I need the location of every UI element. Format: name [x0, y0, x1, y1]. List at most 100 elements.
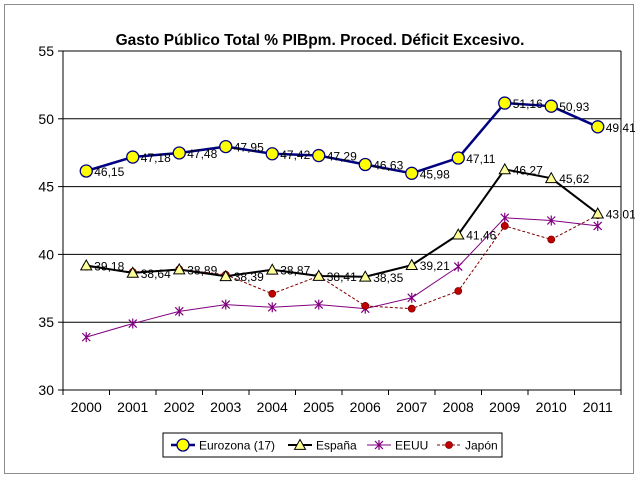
point-eurozona-2001: [126, 150, 140, 164]
x-tick-label-2007: 2007: [396, 399, 427, 415]
point-japon-2004: [268, 289, 277, 298]
x-tick-label-2006: 2006: [350, 399, 381, 415]
series-espana: [79, 162, 605, 282]
point-eurozona-2007: [405, 166, 419, 180]
point-espana-2004: [265, 263, 279, 275]
x-tick-label-2008: 2008: [443, 399, 474, 415]
point-eeuu-2000: [81, 332, 91, 343]
data-label-espana-2002: 38,89: [187, 263, 217, 277]
point-eurozona-2008: [451, 151, 465, 165]
point-espana-2003: [219, 269, 233, 282]
data-label-eurozona-2009: 51,16: [513, 97, 543, 111]
y-tick-label-35: 35: [38, 314, 54, 330]
data-label-eurozona-2003: 47,95: [234, 141, 264, 155]
point-espana-2000: [79, 258, 93, 271]
point-eeuu-2003: [221, 299, 231, 310]
legend-label-eurozona: Eurozona (17): [199, 439, 275, 453]
data-label-eurozona-2001: 47,18: [141, 151, 171, 165]
point-eeuu-2008: [453, 261, 463, 272]
data-label-eurozona-2002: 47,48: [187, 147, 217, 161]
point-eeuu-2001: [128, 318, 138, 329]
axes: 30 35 40 45 50 55 2000 2001 2002 2003 2004 2005 2006…: [38, 43, 622, 415]
point-eeuu-2005: [314, 299, 324, 310]
chart-title: Gasto Público Total % PIBpm. Proced. Déf…: [116, 32, 525, 49]
point-eeuu-2002: [174, 306, 184, 317]
data-label-espana-2001: 38,64: [141, 267, 171, 281]
point-espana-2005: [312, 269, 326, 281]
data-label-espana-2000: 39,18: [94, 260, 124, 274]
data-label-eurozona-2010: 50,93: [559, 100, 589, 114]
data-label-eurozona-2008: 47,11: [466, 152, 495, 166]
data-label-espana-2010: 45,62: [559, 172, 589, 186]
legend-label-japon: Japón: [465, 439, 498, 453]
data-label-eurozona-2005: 47,29: [327, 150, 357, 164]
y-tick-label-45: 45: [38, 179, 54, 195]
point-eurozona-2003: [219, 139, 233, 154]
data-label-espana-2008: 41,46: [466, 229, 496, 243]
data-label-espana-2005: 38,41: [327, 270, 357, 284]
data-label-espana-2007: 39,21: [420, 259, 450, 273]
point-eeuu-2010: [546, 215, 556, 226]
series-line-eurozona: [85, 101, 599, 175]
legend-item-japon: Japón: [437, 439, 498, 453]
gridlines: [63, 50, 621, 323]
legend-item-eeuu: EEUU: [367, 439, 428, 453]
point-eurozona-2009: [498, 96, 512, 110]
point-eurozona-2010: [544, 99, 558, 113]
data-label-eurozona-2000: 46,15: [94, 165, 124, 179]
data-label-espana-2006: 38,35: [373, 271, 403, 285]
chart-frame: Gasto Público Total % PIBpm. Proced. Déf…: [4, 4, 635, 474]
x-tick-label-2009: 2009: [489, 399, 520, 415]
point-espana-2008: [451, 228, 465, 240]
data-label-espana-2009: 46,27: [513, 163, 543, 177]
point-espana-2006: [358, 270, 372, 282]
point-eurozona-2002: [172, 146, 186, 160]
data-labels: 46,15 47,18 47,48 47,95 47,42 47,29 46,63 45,98…: [94, 97, 635, 285]
data-label-eurozona-2007: 45,98: [420, 167, 450, 181]
y-tick-label-55: 55: [38, 43, 54, 59]
point-eurozona-2000: [79, 164, 93, 178]
point-eurozona-2006: [358, 157, 372, 172]
point-espana-2011: [591, 207, 605, 219]
legend: Eurozona (17) España EEUU Japón: [162, 432, 503, 458]
x-tick-label-2004: 2004: [257, 399, 288, 415]
x-tick-label-2010: 2010: [536, 399, 567, 415]
point-japon-2006: [361, 302, 370, 310]
point-espana-2001: [126, 266, 140, 278]
x-tick-label-2002: 2002: [164, 399, 195, 415]
data-label-espana-2004: 38,87: [280, 264, 310, 278]
series-line-eeuu: [86, 217, 598, 338]
point-eeuu-2011: [593, 220, 603, 231]
point-espana-2009: [498, 162, 512, 175]
x-tick-label-2003: 2003: [210, 399, 241, 415]
data-label-eurozona-2006: 46,63: [373, 158, 403, 172]
point-eeuu-2009: [500, 212, 510, 223]
x-tick-label-2000: 2000: [71, 399, 102, 415]
point-japon-2007: [407, 304, 416, 313]
point-eurozona-2011: [591, 120, 605, 134]
legend-marker-eurozona: [176, 438, 190, 452]
legend-label-espana: España: [316, 439, 357, 453]
legend-item-espana: España: [288, 438, 357, 453]
point-eeuu-2004: [267, 302, 277, 313]
legend-label-eeuu: EEUU: [395, 439, 428, 453]
point-espana-2002: [172, 262, 186, 275]
legend-item-eurozona: Eurozona (17): [171, 438, 275, 453]
series-line-espana: [86, 168, 599, 278]
y-tick-label-50: 50: [38, 111, 54, 127]
legend-marker-japon: [445, 441, 453, 449]
data-label-espana-2011: 43,01: [606, 208, 635, 222]
legend-marker-espana: [293, 438, 307, 450]
point-eeuu-2007: [407, 292, 417, 303]
point-espana-2007: [405, 258, 419, 271]
data-label-espana-2003: 38,39: [234, 270, 264, 284]
point-japon-2008: [454, 287, 463, 295]
x-tick-label-2005: 2005: [303, 399, 334, 415]
series-eurozona: [79, 96, 605, 180]
point-japon-2010: [547, 235, 556, 244]
x-tick-label-2011: 2011: [583, 399, 613, 415]
point-eurozona-2005: [312, 148, 326, 163]
point-japon-2009: [500, 222, 509, 230]
y-tick-label-40: 40: [38, 246, 54, 262]
plot-area: [63, 51, 621, 390]
